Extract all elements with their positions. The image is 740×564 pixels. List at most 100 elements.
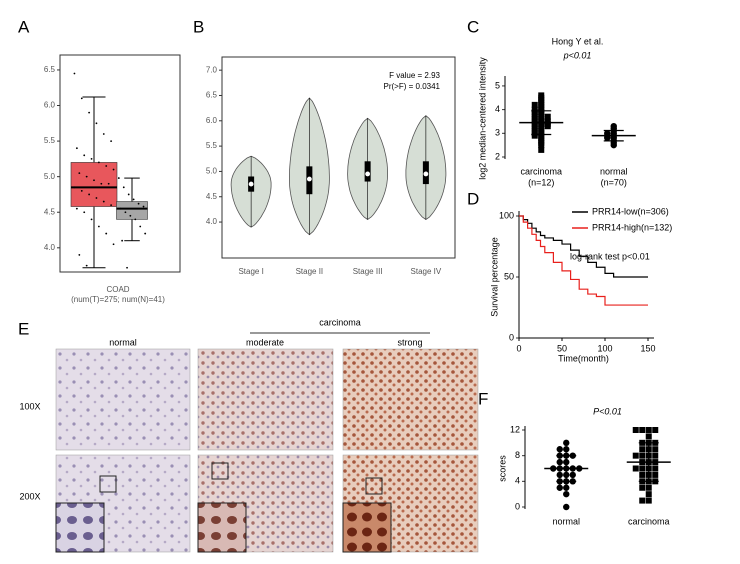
point: [639, 497, 646, 504]
panel-label: A: [18, 17, 30, 36]
y-tick-label: 5.0: [44, 172, 56, 181]
chart-title: Hong Y et al.: [552, 36, 604, 46]
y-tick-label: 2: [495, 151, 500, 161]
point: [632, 427, 639, 433]
point: [538, 146, 545, 153]
x-tick-label: carcinoma: [628, 516, 670, 526]
violin-box: [364, 161, 371, 182]
x-axis-label: Time(month): [558, 353, 609, 363]
point: [107, 182, 110, 185]
y-tick-label: 5: [495, 80, 500, 90]
x-tick-label: Stage I: [238, 267, 263, 276]
annotation: F value = 2.93: [389, 71, 440, 80]
violin-median: [248, 181, 254, 187]
point: [126, 266, 128, 269]
point: [632, 465, 639, 472]
point: [645, 433, 652, 440]
y-tick-label: 8: [515, 450, 520, 460]
point: [639, 427, 646, 433]
point: [544, 113, 551, 120]
y-tick-label: 100: [499, 210, 514, 220]
point: [652, 446, 659, 453]
point: [102, 133, 105, 135]
violin-median: [306, 176, 312, 182]
row-label: 200X: [19, 491, 40, 501]
y-tick-label: 4.0: [206, 217, 218, 226]
point: [563, 446, 570, 453]
x-tick-label: Stage IV: [411, 267, 442, 276]
point: [105, 165, 108, 167]
point: [563, 490, 570, 498]
y-axis-label: Survival percentage: [489, 237, 499, 317]
point: [144, 232, 147, 235]
point: [563, 484, 570, 491]
point: [139, 225, 142, 228]
point: [95, 122, 98, 125]
y-tick-label: 4.5: [44, 207, 56, 216]
point: [102, 200, 105, 203]
x-tick-label: 0: [516, 343, 521, 353]
point: [112, 168, 115, 171]
point: [604, 134, 611, 142]
annotation: p<0.01: [563, 50, 592, 60]
point: [556, 484, 563, 491]
plot-frame: [59, 54, 181, 273]
x-tick-label: normal: [600, 166, 628, 176]
x-tick-label: 100: [597, 343, 612, 353]
point: [88, 111, 91, 114]
row-label: 100X: [19, 401, 40, 411]
point: [121, 239, 124, 242]
y-tick-label: 4.5: [206, 192, 218, 201]
point: [88, 193, 91, 196]
plot-frame: [221, 56, 456, 259]
point: [544, 123, 551, 130]
y-tick-label: 6.0: [44, 101, 56, 110]
point: [639, 465, 646, 472]
point: [639, 471, 646, 478]
point: [639, 484, 646, 491]
point: [83, 211, 86, 214]
category-note: (num(T)=275; num(N)=41): [71, 295, 165, 304]
legend-label: PRR14-low(n=306): [592, 206, 669, 216]
point: [137, 202, 140, 205]
x-tick-label: 50: [557, 343, 567, 353]
point: [556, 446, 563, 453]
panel-label: F: [478, 389, 488, 408]
violin-median: [423, 171, 429, 177]
y-axis-label: scores: [497, 455, 507, 482]
point: [110, 204, 113, 207]
panel-label: D: [467, 189, 479, 208]
box: [116, 201, 148, 220]
point: [645, 497, 652, 504]
x-tick-label: Stage II: [296, 267, 324, 276]
panel-label: E: [18, 319, 29, 338]
y-tick-label: 0: [515, 501, 520, 511]
point: [632, 452, 639, 459]
survival-curve: [519, 215, 648, 306]
point: [83, 154, 86, 157]
y-tick-label: 7.0: [206, 65, 218, 74]
y-tick-label: 4: [495, 104, 500, 114]
x-tick-label: normal: [552, 516, 580, 526]
point: [80, 97, 83, 100]
point: [645, 427, 652, 433]
group-label: carcinoma: [319, 317, 361, 327]
point: [100, 182, 103, 185]
x-tick-label: 150: [640, 343, 655, 353]
y-tick-label: 50: [504, 271, 514, 281]
point: [652, 471, 659, 478]
point: [112, 243, 115, 246]
y-tick-label: 3: [495, 128, 500, 138]
box: [70, 162, 118, 207]
point: [531, 101, 538, 108]
category-note: (n=70): [601, 177, 627, 187]
y-tick-label: 4: [515, 476, 520, 486]
point: [78, 254, 81, 256]
y-tick-label: 5.0: [206, 167, 218, 176]
panel-label: C: [467, 17, 479, 36]
point: [105, 232, 108, 235]
point: [119, 207, 122, 210]
point: [563, 439, 570, 447]
point: [127, 193, 130, 196]
point: [78, 172, 81, 175]
